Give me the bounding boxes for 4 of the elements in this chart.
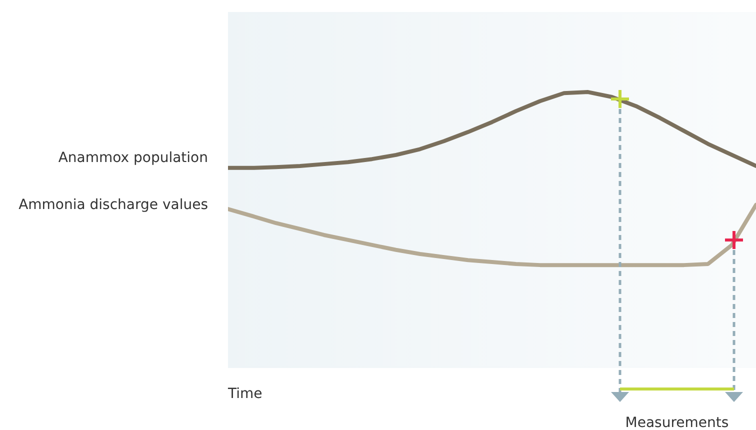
series-label: Anammox population	[58, 150, 208, 166]
text: Measurements	[625, 415, 729, 430]
x-axis-title: Time	[227, 386, 262, 402]
series-label: Ammonia discharge values	[18, 197, 208, 214]
